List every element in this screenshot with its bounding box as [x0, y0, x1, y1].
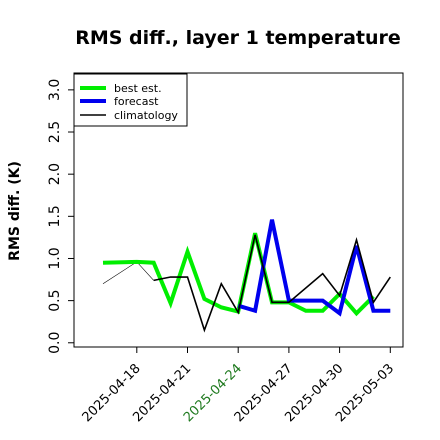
series-line-climatology: [153, 234, 391, 333]
y-tick-label: 2.5: [47, 121, 63, 143]
y-tick-label: 2.0: [47, 163, 63, 185]
legend: best est. forecast climatology: [73, 73, 188, 127]
gap-connector-line: [102, 261, 154, 285]
legend-label-forecast: forecast: [114, 95, 159, 108]
series-line-forecast: [237, 219, 391, 317]
y-tick-label: 3.0: [47, 79, 63, 101]
y-axis: 0.0 0.5 1.0 1.5 2.0 2.5 3.0: [47, 79, 74, 354]
series-line-best-est: [102, 232, 375, 317]
legend-label-best-est: best est.: [114, 82, 162, 95]
legend-label-climatology: climatology: [114, 109, 178, 122]
x-axis: 2025-04-182025-04-212025-04-242025-04-27…: [80, 347, 397, 425]
y-tick-label: 0.5: [47, 289, 63, 311]
series-lines: [102, 219, 391, 333]
y-tick-label: 1.0: [47, 247, 63, 269]
y-tick-label: 1.5: [47, 205, 63, 227]
chart-title: RMS diff., layer 1 temperature: [75, 27, 401, 49]
y-tick-label: 0.0: [47, 332, 63, 354]
y-axis-label: RMS diff. (K): [7, 161, 23, 261]
